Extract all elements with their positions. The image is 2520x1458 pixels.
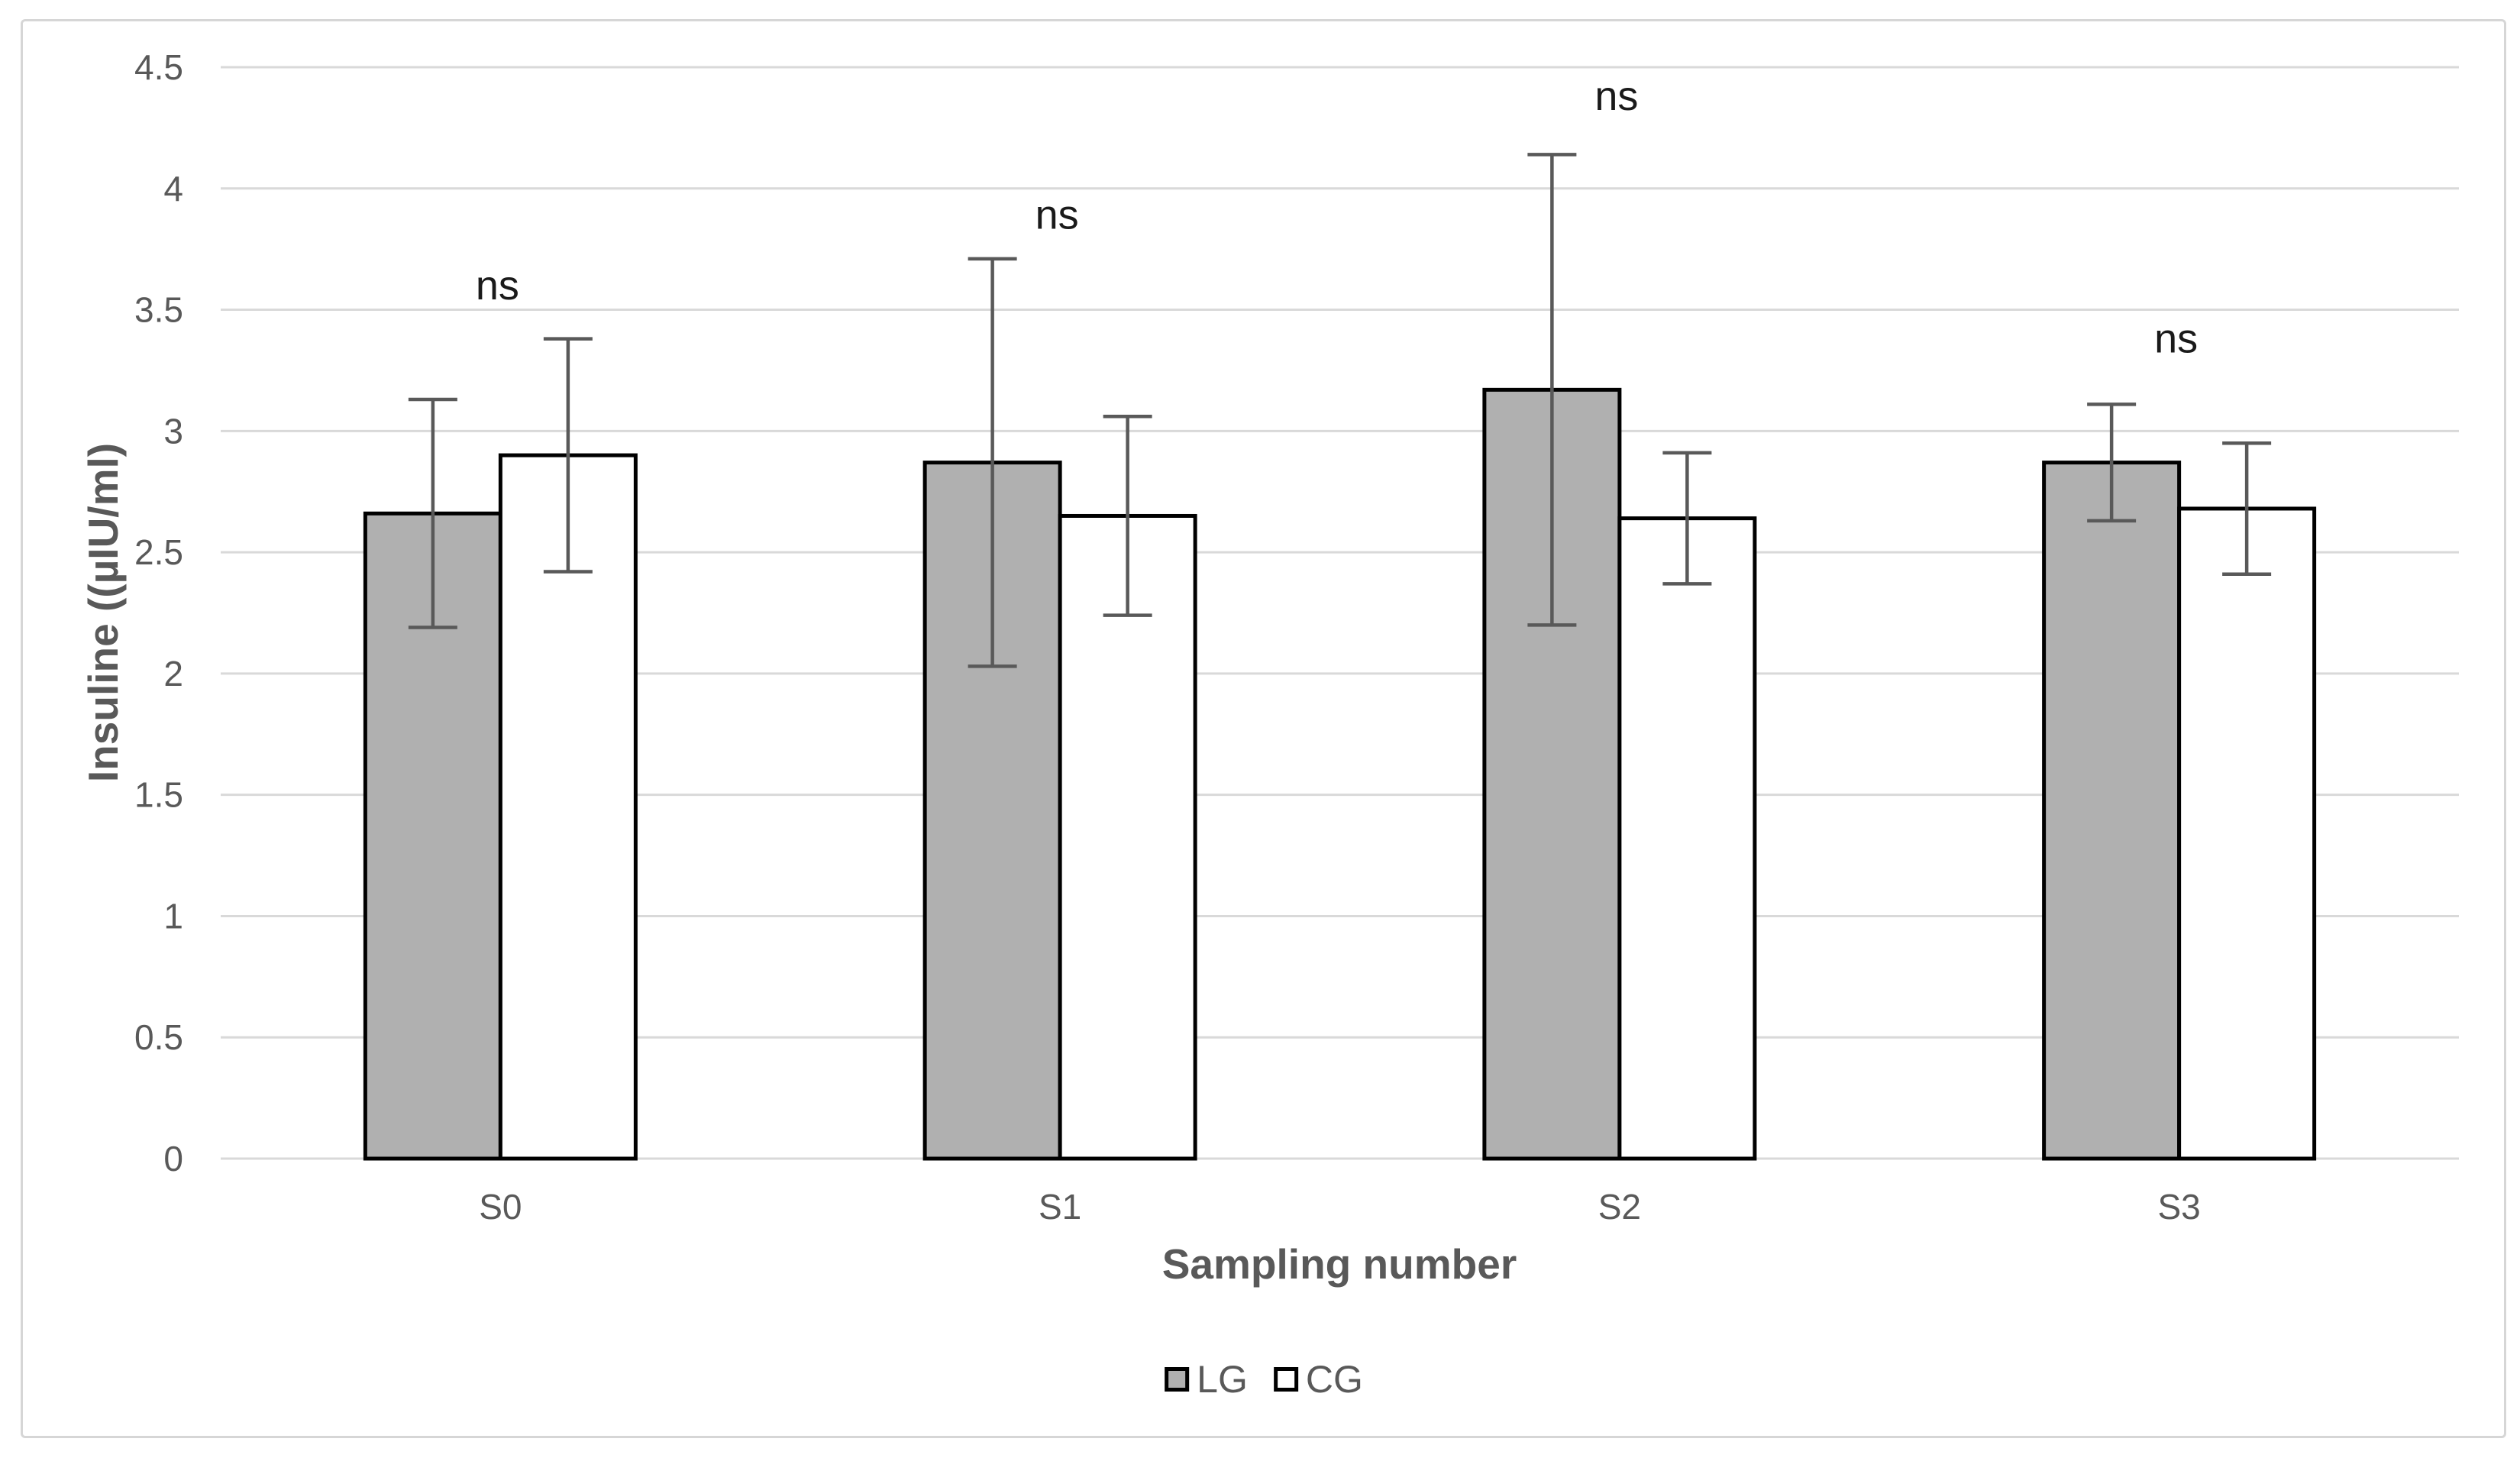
x-tick-label: S2 <box>1598 1187 1641 1227</box>
legend-item-cg: CG <box>1273 1357 1363 1401</box>
lg-series-swatch-icon <box>1165 1367 1190 1392</box>
y-tick-label: 4.5 <box>134 47 183 87</box>
y-axis-title: Insuline ((µIU/ml) <box>79 442 127 783</box>
x-tick-label: S1 <box>1039 1187 1081 1227</box>
x-axis-title: Sampling number <box>1161 1240 1517 1288</box>
bar-cg-s3 <box>2177 506 2317 1161</box>
cg-series-swatch-icon <box>1273 1367 1298 1392</box>
y-tick-label: 2 <box>163 654 183 693</box>
bar-lg-s3 <box>2042 461 2182 1161</box>
x-tick-label: S0 <box>479 1187 522 1227</box>
y-tick-label: 0.5 <box>134 1017 183 1057</box>
ns-annotation: ns <box>2154 316 2198 362</box>
legend: LG CG <box>1165 1357 1363 1401</box>
y-tick-label: 3.5 <box>134 290 183 330</box>
legend-item-lg: LG <box>1165 1357 1248 1401</box>
y-tick-label: 2.5 <box>134 532 183 572</box>
legend-label-lg: LG <box>1197 1358 1248 1401</box>
bar-cg-s1 <box>1058 513 1197 1161</box>
y-tick-label: 1.5 <box>134 775 183 815</box>
ns-annotation: ns <box>476 263 519 309</box>
y-tick-label: 1 <box>163 896 183 936</box>
bar-cg-s2 <box>1617 516 1757 1161</box>
ns-annotation: ns <box>1594 73 1638 119</box>
legend-label-cg: CG <box>1305 1358 1363 1401</box>
y-tick-label: 0 <box>163 1139 183 1178</box>
y-tick-label: 3 <box>163 411 183 451</box>
y-tick-label: 4 <box>163 169 183 209</box>
ns-annotation: ns <box>1035 192 1079 238</box>
x-tick-label: S3 <box>2157 1187 2200 1227</box>
